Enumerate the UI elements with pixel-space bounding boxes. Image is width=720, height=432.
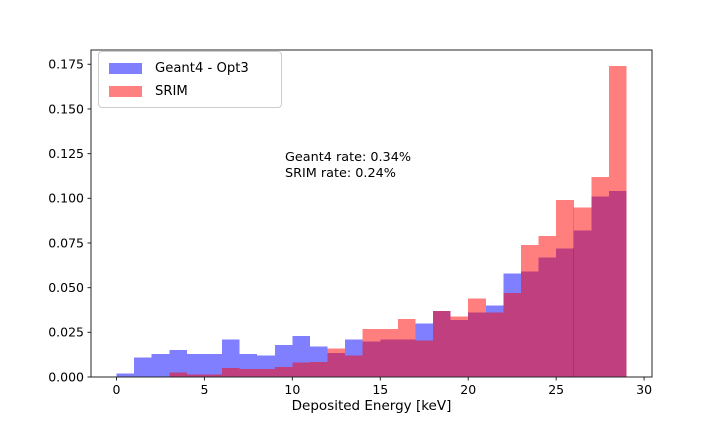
histogram-bar [573,207,592,377]
histogram-bar [468,298,486,377]
y-tick-label: 0.100 [48,191,84,206]
histogram-bar [345,355,363,377]
histogram-bar [222,339,240,377]
histogram-bar [204,374,223,377]
legend-label-geant4: Geant4 - Opt3 [155,61,249,76]
x-tick-label: 20 [460,382,476,397]
histogram-bar [520,244,539,377]
histogram-bar [204,353,223,377]
x-tick-label: 0 [113,382,121,397]
plot-spines [90,49,653,378]
histogram-bar [433,310,451,377]
y-tick-label: 0.075 [48,235,84,250]
legend: Geant4 - Opt3 SRIM [98,51,282,108]
histogram-bar [362,328,381,377]
histogram-bar [485,312,504,377]
histogram-bar [397,318,416,377]
histogram-bar [556,200,574,377]
geant4-rate-text: Geant4 rate: 0.34% [285,150,411,165]
x-tick-label: 15 [372,382,388,397]
histogram-bar [151,353,170,377]
x-tick-label: 10 [284,382,300,397]
srim-legend-swatch [109,86,142,97]
histogram-bar [327,348,346,377]
legend-label-srim: SRIM [155,84,188,99]
x-axis-label: Deposited Energy [keV] [291,398,452,414]
legend-item-srim: SRIM [109,83,269,100]
histogram-bar [169,372,187,377]
x-tick-label: 30 [636,382,652,397]
histogram-bar [222,368,240,377]
histogram-bar [169,350,187,377]
rate-annotation: Geant4 rate: 0.34% SRIM rate: 0.24% [285,150,411,181]
y-tick-label: 0.025 [48,325,84,340]
x-tick-label: 25 [548,382,564,397]
histogram-bar [450,316,469,377]
histogram-bar [591,176,609,377]
histogram-bar [292,362,310,377]
histogram-bar [503,293,521,377]
histogram-bar [608,66,627,377]
histogram-bar [239,368,258,377]
legend-item-geant4: Geant4 - Opt3 [109,60,269,77]
y-tick-label: 0.000 [48,369,84,384]
histogram-bar [186,374,205,377]
y-tick-label: 0.150 [48,101,84,116]
histogram-bar [257,368,275,377]
srim-rate-text: SRIM rate: 0.24% [285,165,396,181]
x-tick-label: 5 [200,382,208,397]
histogram-bar [380,328,398,377]
y-tick-label: 0.125 [48,146,84,161]
series-srim [169,66,627,377]
histogram-bar [186,353,205,377]
y-tick-label: 0.175 [48,57,84,72]
histogram-bar [309,361,328,377]
geant4-legend-swatch [109,63,142,74]
histogram-bar [116,373,135,377]
histogram-bar [134,357,152,377]
histogram-bar [538,235,557,377]
y-tick-label: 0.050 [48,280,84,295]
histogram-bar [274,367,293,377]
histogram-bar [415,340,434,377]
